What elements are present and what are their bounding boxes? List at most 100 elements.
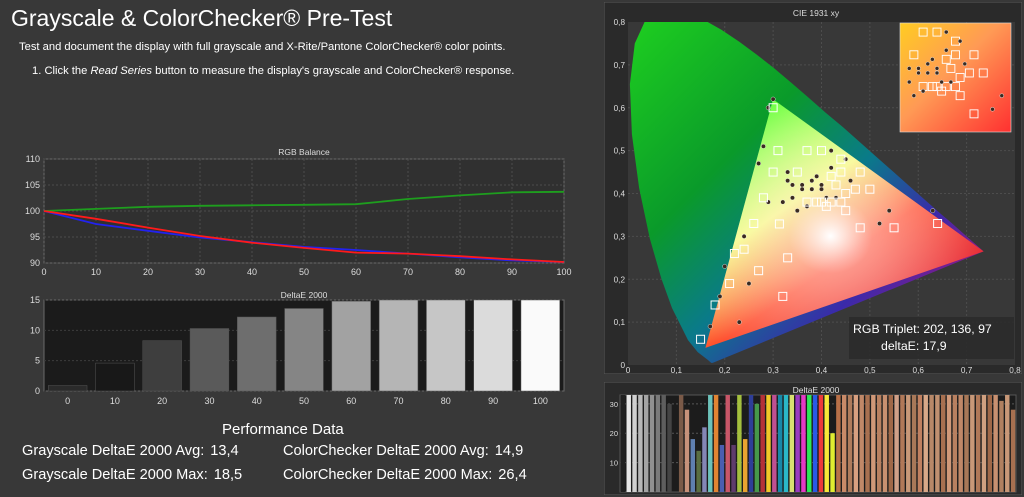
inset-measured-dot bbox=[911, 93, 917, 98]
cie-x-tick-label: 0,2 bbox=[719, 366, 731, 374]
measured-point-dot bbox=[741, 233, 747, 239]
grayscale-deltae-bar bbox=[48, 385, 88, 392]
colorchecker-deltae-bar bbox=[900, 395, 905, 492]
target-point-square bbox=[850, 184, 860, 194]
cie-y-tick-label: 0 bbox=[620, 361, 625, 370]
intro-text: Test and document the display with full … bbox=[19, 41, 506, 53]
colorchecker-deltae-bar bbox=[661, 395, 666, 492]
measured-point-dot bbox=[930, 208, 936, 214]
grayscale-deltae-x-tick-label: 20 bbox=[157, 396, 167, 406]
colorchecker-deltae-bar bbox=[940, 395, 946, 492]
measured-point-dot bbox=[799, 186, 805, 192]
cie-y-tick-label: 0,8 bbox=[614, 18, 626, 27]
colorchecker-deltae-bar bbox=[684, 409, 690, 492]
measured-point-dot bbox=[785, 169, 791, 175]
colorchecker-deltae-bar bbox=[777, 395, 783, 492]
target-point-square bbox=[768, 103, 778, 113]
rgb-y-tick-label: 105 bbox=[25, 180, 40, 190]
inset-target-square bbox=[955, 91, 965, 101]
inset-target-square bbox=[932, 27, 942, 37]
cie-x-tick-label: 0,3 bbox=[767, 366, 779, 374]
target-point-square bbox=[725, 279, 735, 289]
colorchecker-avg-row: ColorChecker DeltaE 2000 Avg: 14,9 bbox=[283, 443, 523, 459]
inset-measured-dot bbox=[930, 57, 935, 62]
inset-target-square bbox=[941, 82, 951, 92]
measured-point-dot bbox=[794, 208, 800, 214]
colorchecker-deltae-bar bbox=[970, 395, 975, 492]
step-prefix: 1. Click the bbox=[32, 65, 91, 77]
rgb-balance-title: RGB Balance bbox=[278, 147, 330, 157]
grayscale-deltae-x-tick-label: 90 bbox=[488, 396, 498, 406]
cie-x-tick-label: 0,7 bbox=[961, 366, 973, 374]
colorchecker-deltae-bar bbox=[678, 395, 684, 492]
colorchecker-deltae-bar bbox=[696, 450, 701, 492]
rgb-x-tick-label: 10 bbox=[91, 267, 101, 277]
measured-point-dot bbox=[736, 319, 742, 325]
measured-point-dot bbox=[809, 186, 815, 192]
colorchecker-deltae-bar bbox=[1010, 409, 1016, 492]
colorchecker-deltae-bar bbox=[626, 395, 631, 492]
cie-y-tick-label: 0,5 bbox=[614, 147, 626, 156]
colorchecker-deltae-bar bbox=[737, 395, 742, 492]
colorchecker-y-tick-label: 20 bbox=[610, 429, 618, 438]
inset-target-square bbox=[918, 27, 928, 37]
inset-measured-dot bbox=[999, 93, 1004, 98]
target-point-square bbox=[817, 146, 826, 156]
cie-x-tick-label: 0,8 bbox=[1009, 366, 1021, 374]
inset-measured-dot bbox=[939, 79, 944, 85]
colorchecker-deltae-bar bbox=[952, 395, 958, 492]
inset-measured-dot bbox=[957, 38, 963, 44]
inset-measured-dot bbox=[916, 66, 921, 71]
measured-point-dot bbox=[809, 178, 815, 184]
colorchecker-deltae-chart: DeltaE 2000 30 20 10 bbox=[604, 382, 1022, 495]
target-point-square bbox=[739, 244, 749, 254]
grayscale-deltae-x-tick-label: 0 bbox=[65, 396, 70, 406]
measured-point-dot bbox=[799, 182, 805, 188]
measured-point-dot bbox=[828, 165, 834, 171]
measured-point-dot bbox=[746, 281, 752, 286]
inset-measured-dot bbox=[990, 107, 995, 112]
colorchecker-deltae-bar bbox=[702, 427, 707, 492]
red-balance-line bbox=[43, 210, 565, 263]
rgb-x-tick-label: 20 bbox=[143, 267, 153, 277]
grayscale-deltae-bar bbox=[189, 328, 230, 392]
colorchecker-deltae-bar bbox=[795, 395, 800, 492]
grayscale-max-value: 18,5 bbox=[213, 467, 243, 483]
inset-measured-dot bbox=[925, 70, 930, 76]
inset-measured-dot bbox=[944, 29, 949, 35]
colorchecker-deltae-bar bbox=[789, 395, 795, 492]
measured-point-dot bbox=[848, 178, 853, 184]
rgb-x-tick-label: 30 bbox=[195, 267, 205, 277]
colorchecker-deltae-bar bbox=[911, 395, 917, 492]
colorchecker-deltae-bar bbox=[958, 395, 963, 492]
grayscale-deltae-bar bbox=[331, 300, 371, 392]
colorchecker-deltae-title: DeltaE 2000 bbox=[793, 385, 840, 395]
colorchecker-deltae-bar bbox=[713, 395, 719, 492]
target-point-square bbox=[855, 167, 865, 177]
colorchecker-deltae-bar bbox=[923, 395, 928, 492]
grayscale-deltae-bar bbox=[284, 308, 324, 392]
colorchecker-deltae-bar bbox=[620, 395, 626, 492]
grayscale-avg-value: 13,4 bbox=[210, 443, 239, 459]
measured-point-dot bbox=[814, 173, 820, 179]
cie-y-tick-label: 0,1 bbox=[614, 318, 626, 327]
inset-target-square bbox=[927, 82, 937, 92]
target-point-square bbox=[792, 167, 802, 177]
inset-target-square bbox=[932, 82, 942, 92]
colorchecker-deltae-bar bbox=[882, 395, 888, 492]
colorchecker-avg-value: 14,9 bbox=[494, 443, 524, 459]
grayscale-max-row: Grayscale DeltaE 2000 Max: 18,5 bbox=[22, 467, 242, 483]
inset-measured-dot bbox=[948, 79, 954, 85]
measured-point-dot bbox=[717, 293, 723, 299]
target-point-square bbox=[817, 197, 826, 207]
colorchecker-deltae-bar bbox=[853, 395, 859, 492]
measured-point-dot bbox=[756, 161, 762, 166]
grayscale-deltae-bar bbox=[426, 299, 466, 392]
grayscale-deltae-bar bbox=[95, 362, 135, 392]
colorchecker-deltae-bar bbox=[766, 395, 771, 492]
target-point-square bbox=[836, 154, 846, 164]
target-point-square bbox=[749, 219, 759, 229]
colorchecker-deltae-bar bbox=[975, 395, 981, 492]
rgb-x-tick-label: 80 bbox=[455, 267, 465, 277]
colorchecker-deltae-bar bbox=[807, 395, 812, 492]
